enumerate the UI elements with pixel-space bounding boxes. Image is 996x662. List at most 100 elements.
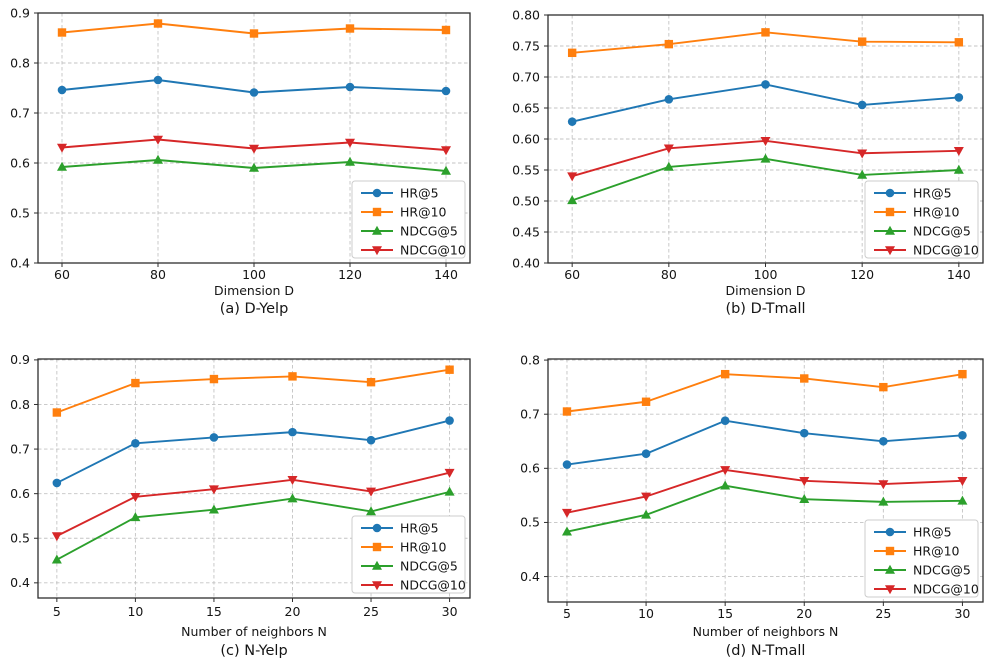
y-axis: 0.40 0.45 0.50 0.55 0.60 0.65 0.70 0.75 0.80: [512, 7, 548, 270]
svg-text:0.7: 0.7: [10, 441, 30, 456]
svg-text:5: 5: [563, 606, 571, 621]
svg-text:NDCG@10: NDCG@10: [400, 577, 466, 592]
caption-b: (b) D-Tmall: [725, 301, 806, 317]
series-HR@10: [562, 369, 967, 416]
svg-text:HR@5: HR@5: [913, 185, 952, 200]
svg-text:0.60: 0.60: [512, 131, 540, 146]
caption-c: (c) N-Yelp: [220, 643, 288, 659]
series-NDCG@5: [567, 153, 964, 205]
legend: HR@5 HR@10 NDCG@5 NDCG@10: [864, 519, 979, 598]
y-axis: 0.4 0.5 0.6 0.7 0.8: [520, 352, 548, 584]
x-axis-label-a: Dimension D: [213, 283, 295, 298]
series-NDCG@10: [51, 468, 455, 542]
series-line: [56, 368, 450, 414]
plot-border: [547, 358, 984, 603]
series-line: [566, 484, 963, 533]
svg-text:NDCG@5: NDCG@5: [400, 558, 458, 573]
series-line: [566, 373, 963, 413]
svg-text:0.65: 0.65: [512, 100, 540, 115]
series-HR@5: [52, 416, 454, 488]
svg-text:0.7: 0.7: [10, 105, 30, 120]
svg-text:0.7: 0.7: [520, 407, 540, 422]
y-axis: 0.4 0.5 0.6 0.7 0.8 0.9: [10, 5, 38, 270]
svg-text:60: 60: [54, 267, 70, 282]
series-HR@5: [57, 75, 451, 97]
svg-text:0.6: 0.6: [10, 155, 30, 170]
series-line: [56, 419, 450, 484]
svg-text:HR@5: HR@5: [400, 185, 439, 200]
svg-text:30: 30: [954, 606, 970, 621]
chart-b-canvas: 60 80 100 120 140 0.40 0.45 0.50 0.55 0.60 0.65 0.7…: [512, 7, 984, 282]
x-axis: 5 10 15 20 25 30: [53, 598, 458, 619]
series-NDCG@5: [561, 480, 968, 536]
svg-text:0.70: 0.70: [512, 69, 540, 84]
svg-text:0.40: 0.40: [512, 255, 540, 270]
svg-text:10: 10: [127, 604, 143, 619]
svg-text:NDCG@5: NDCG@5: [913, 223, 971, 238]
svg-text:HR@10: HR@10: [400, 539, 447, 554]
svg-text:80: 80: [150, 267, 166, 282]
legend: HR@5 HR@10 NDCG@5 NDCG@10: [351, 180, 466, 259]
plot-border: [37, 358, 471, 599]
series-NDCG@10: [567, 137, 964, 182]
svg-text:25: 25: [363, 604, 379, 619]
svg-text:0.50: 0.50: [512, 193, 540, 208]
x-axis-label-b: Dimension D: [725, 283, 806, 298]
svg-text:25: 25: [875, 606, 891, 621]
series-HR@5: [562, 416, 967, 469]
svg-text:140: 140: [947, 267, 971, 282]
series-HR@10: [52, 365, 454, 417]
caption-a: (a) D-Yelp: [219, 301, 289, 317]
series-line: [566, 468, 963, 514]
legend: HR@5 HR@10 NDCG@5 NDCG@10: [864, 180, 979, 259]
svg-text:0.55: 0.55: [512, 162, 540, 177]
series-NDCG@5: [57, 154, 451, 175]
series-NDCG@10: [57, 135, 451, 156]
series-line: [56, 471, 450, 537]
series-HR@10: [57, 19, 451, 38]
svg-text:0.8: 0.8: [10, 397, 30, 412]
x-axis: 5 10 15 20 25 30: [563, 602, 970, 621]
svg-text:100: 100: [242, 267, 266, 282]
svg-text:0.4: 0.4: [10, 575, 30, 590]
svg-text:100: 100: [754, 267, 778, 282]
svg-text:HR@5: HR@5: [913, 524, 952, 539]
svg-text:NDCG@10: NDCG@10: [913, 242, 979, 257]
x-axis-label-d: Number of neighbors N: [692, 624, 839, 639]
svg-text:0.5: 0.5: [10, 531, 30, 546]
svg-text:60: 60: [564, 267, 580, 282]
svg-text:HR@5: HR@5: [400, 520, 439, 535]
svg-text:80: 80: [661, 267, 677, 282]
legend: HR@5 HR@10 NDCG@5 NDCG@10: [351, 515, 466, 594]
svg-text:10: 10: [638, 606, 654, 621]
svg-text:0.8: 0.8: [10, 55, 30, 70]
chart-a-canvas: 60 80 100 120 140 0.4 0.5 0.6 0.7 0.8 0.9 HR@5 HR@10…: [10, 5, 471, 282]
subplot-b: 60 80 100 120 140 0.40 0.45 0.50 0.55 0.60 0.65 0.7…: [498, 0, 996, 330]
svg-text:0.5: 0.5: [10, 205, 30, 220]
svg-text:HR@10: HR@10: [400, 204, 447, 219]
svg-text:0.75: 0.75: [512, 38, 540, 53]
y-axis: 0.4 0.5 0.6 0.7 0.8 0.9: [10, 352, 38, 590]
svg-text:NDCG@5: NDCG@5: [913, 562, 971, 577]
x-axis-label-c: Number of neighbors N: [181, 624, 327, 639]
svg-text:120: 120: [338, 267, 362, 282]
svg-text:20: 20: [796, 606, 812, 621]
svg-text:NDCG@5: NDCG@5: [400, 223, 458, 238]
series-line: [56, 490, 450, 561]
series-HR@5: [567, 80, 964, 126]
series-line: [566, 419, 963, 466]
svg-text:0.8: 0.8: [520, 352, 540, 367]
svg-text:0.6: 0.6: [10, 486, 30, 501]
svg-text:15: 15: [206, 604, 222, 619]
svg-text:0.4: 0.4: [10, 255, 30, 270]
svg-text:20: 20: [285, 604, 301, 619]
caption-d: (d) N-Tmall: [725, 643, 806, 659]
svg-text:NDCG@10: NDCG@10: [400, 242, 466, 257]
svg-text:0.45: 0.45: [512, 224, 540, 239]
svg-text:0.80: 0.80: [512, 7, 540, 22]
svg-text:30: 30: [442, 604, 458, 619]
x-axis: 60 80 100 120 140: [564, 263, 971, 282]
svg-text:0.5: 0.5: [520, 515, 540, 530]
svg-text:HR@10: HR@10: [913, 543, 960, 558]
